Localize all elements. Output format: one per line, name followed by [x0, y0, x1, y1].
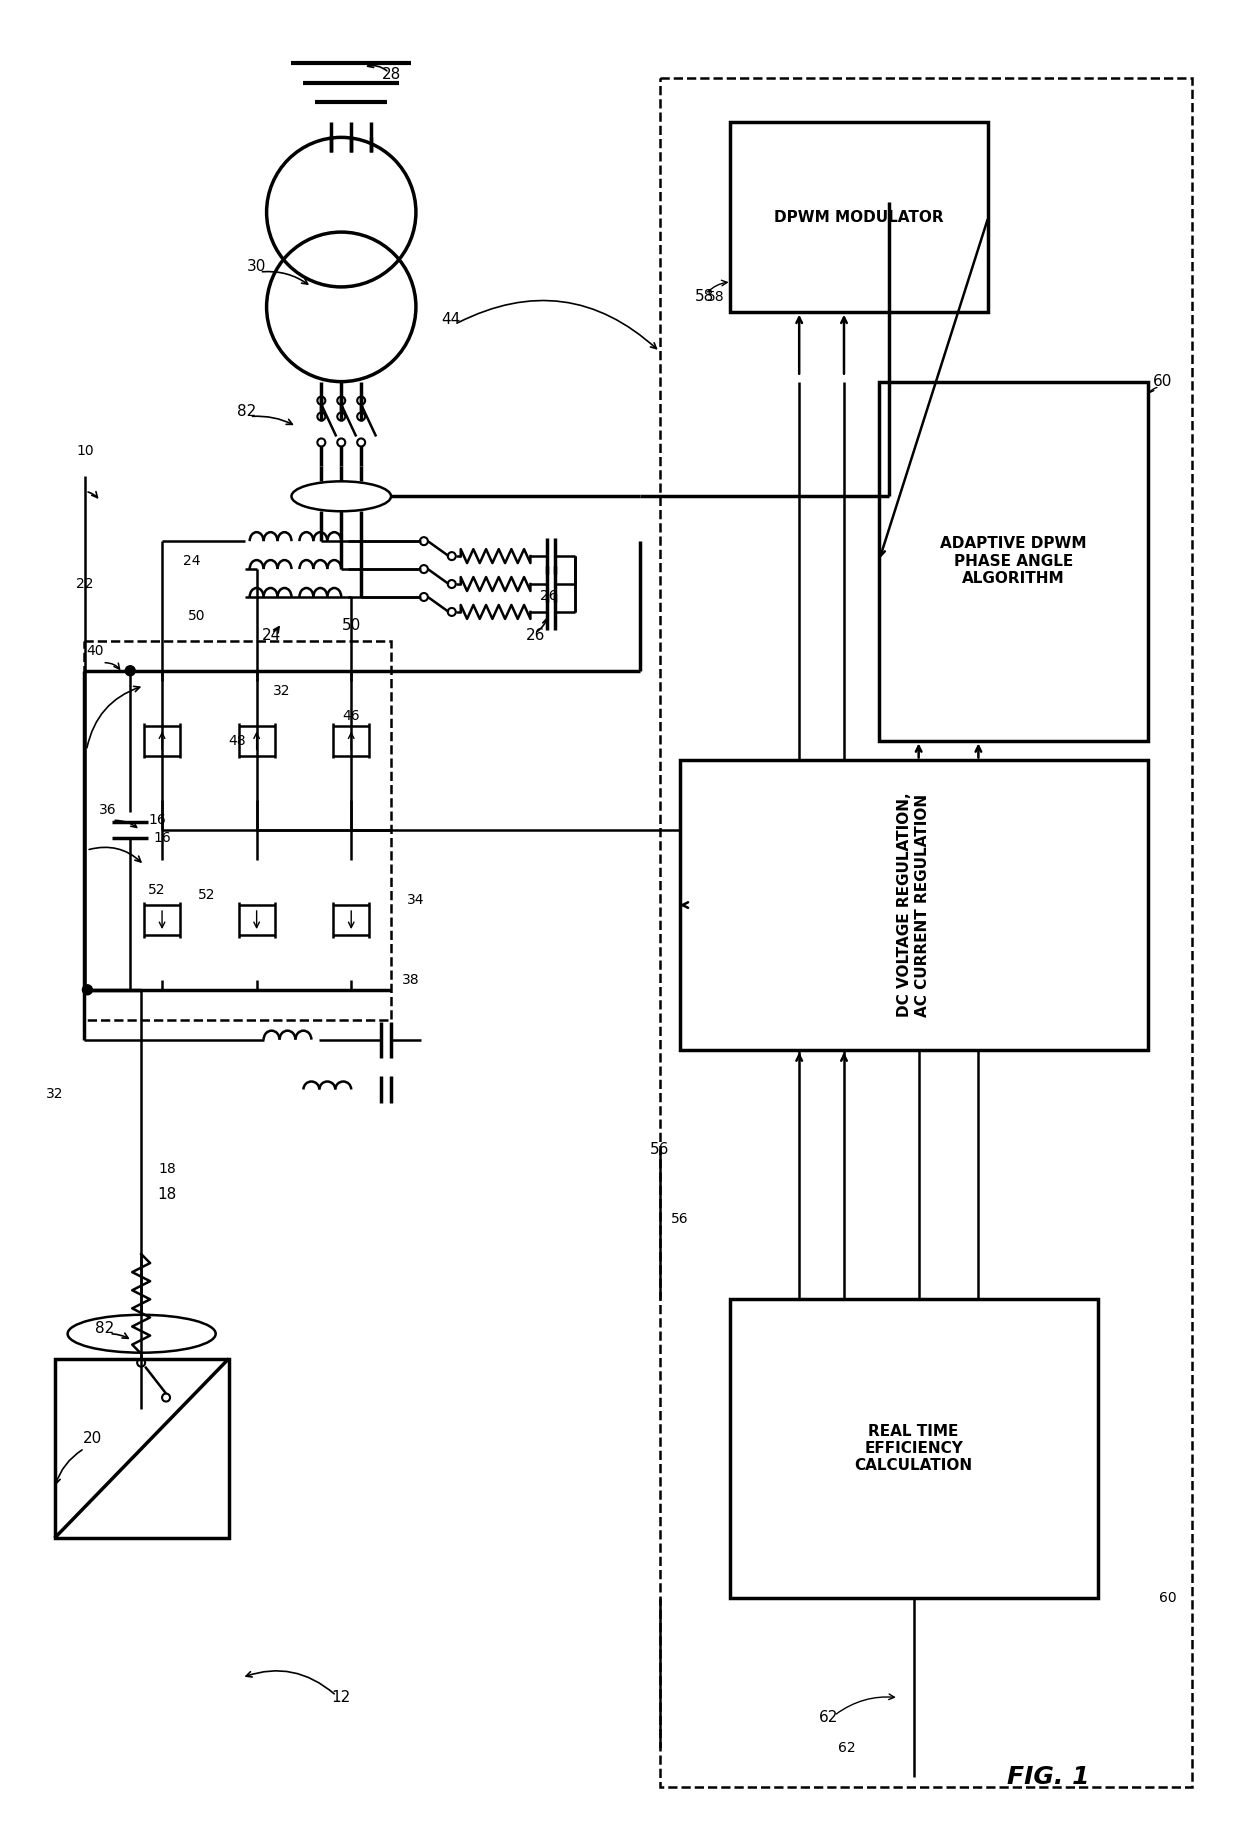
Text: 62: 62 — [820, 1709, 838, 1726]
Bar — [55, 1359, 228, 1538]
Text: 32: 32 — [46, 1088, 63, 1101]
Text: 10: 10 — [77, 444, 94, 459]
Text: 18: 18 — [157, 1188, 176, 1202]
Circle shape — [82, 985, 92, 994]
Text: 26: 26 — [526, 629, 546, 644]
Text: 60: 60 — [1153, 374, 1172, 389]
Text: 38: 38 — [402, 974, 420, 987]
Text: 36: 36 — [98, 804, 117, 817]
Bar — [879, 382, 1148, 741]
Text: FIG. 1: FIG. 1 — [1007, 1765, 1089, 1789]
Text: 12: 12 — [331, 1691, 351, 1706]
Text: 18: 18 — [159, 1162, 176, 1176]
Text: 28: 28 — [382, 66, 401, 83]
Text: 56: 56 — [650, 1141, 670, 1156]
Text: 22: 22 — [76, 577, 93, 592]
Text: 16: 16 — [154, 832, 171, 845]
Text: 50: 50 — [188, 609, 206, 623]
Bar — [84, 642, 391, 1020]
Text: 50: 50 — [341, 618, 361, 632]
Text: 24: 24 — [184, 553, 201, 568]
Text: 32: 32 — [273, 684, 290, 697]
Text: 82: 82 — [94, 1322, 114, 1337]
Text: 44: 44 — [441, 312, 460, 328]
Text: 20: 20 — [83, 1431, 102, 1446]
Text: 34: 34 — [407, 892, 424, 907]
Text: 52: 52 — [149, 883, 166, 896]
Bar — [729, 1298, 1097, 1599]
Text: 26: 26 — [539, 588, 557, 603]
Circle shape — [125, 666, 135, 675]
Text: 58: 58 — [694, 290, 714, 304]
Text: ADAPTIVE DPWM
PHASE ANGLE
ALGORITHM: ADAPTIVE DPWM PHASE ANGLE ALGORITHM — [940, 537, 1086, 586]
Text: 58: 58 — [707, 290, 724, 304]
Text: 46: 46 — [342, 708, 360, 723]
Bar — [660, 77, 1193, 1787]
Text: 52: 52 — [198, 889, 216, 902]
Text: 24: 24 — [262, 629, 281, 644]
Bar — [680, 760, 1148, 1049]
Text: 60: 60 — [1158, 1591, 1177, 1604]
Text: DC VOLTAGE REGULATION,
AC CURRENT REGULATION: DC VOLTAGE REGULATION, AC CURRENT REGULA… — [898, 793, 930, 1018]
Text: 56: 56 — [671, 1212, 688, 1226]
Text: 62: 62 — [838, 1741, 856, 1754]
Text: REAL TIME
EFFICIENCY
CALCULATION: REAL TIME EFFICIENCY CALCULATION — [854, 1424, 972, 1473]
Text: 16: 16 — [149, 813, 166, 828]
Text: 40: 40 — [87, 644, 104, 658]
Text: 30: 30 — [247, 260, 267, 275]
Bar — [729, 122, 988, 312]
Text: DPWM MODULATOR: DPWM MODULATOR — [774, 210, 944, 225]
Text: 48: 48 — [228, 734, 246, 747]
Text: 82: 82 — [237, 404, 257, 419]
